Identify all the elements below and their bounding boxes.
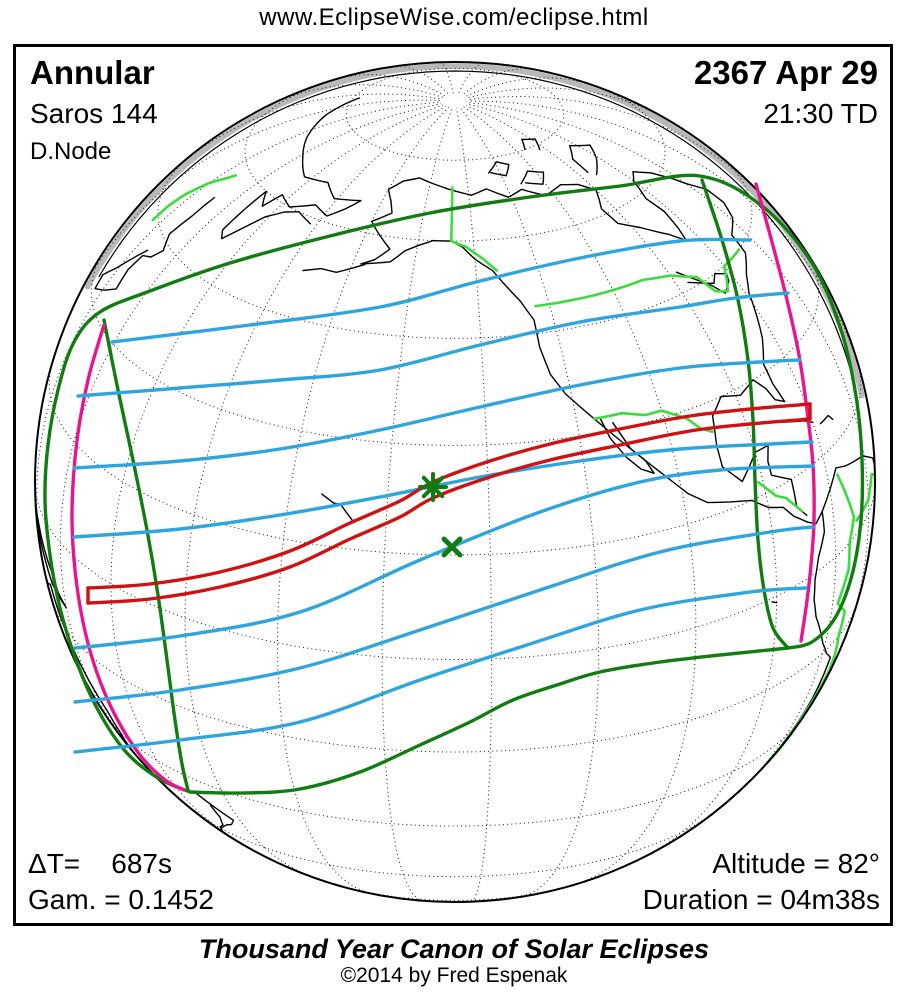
url-title: www.EclipseWise.com/eclipse.html xyxy=(259,4,649,31)
gamma-value: Gam. = 0.1452 xyxy=(28,884,215,915)
copyright-label: ©2014 by Fred Espenak xyxy=(340,964,568,987)
magnitude-contours xyxy=(72,237,815,754)
delta-t-value: ΔT= 687s xyxy=(28,848,172,879)
eclipse-time-label: 21:30 TD xyxy=(763,98,878,129)
graticule xyxy=(34,61,876,903)
canon-title: Thousand Year Canon of Solar Eclipses xyxy=(198,934,710,964)
altitude-value: Altitude = 82° xyxy=(712,848,880,879)
central-path xyxy=(86,402,812,605)
node-label: D.Node xyxy=(30,138,112,165)
greatest-eclipse-marker xyxy=(418,472,448,502)
greatest-duration-marker xyxy=(441,536,463,558)
duration-value: Duration = 04m38s xyxy=(642,884,880,915)
eclipse-limit-curves xyxy=(43,173,865,795)
eclipse-date-label: 2367 Apr 29 xyxy=(693,54,878,91)
eclipse-type-label: Annular xyxy=(30,54,155,91)
globe-limb xyxy=(34,61,876,903)
saros-label: Saros 144 xyxy=(30,98,158,129)
max-eclipse-sunrise-sunset-curves xyxy=(70,182,816,792)
